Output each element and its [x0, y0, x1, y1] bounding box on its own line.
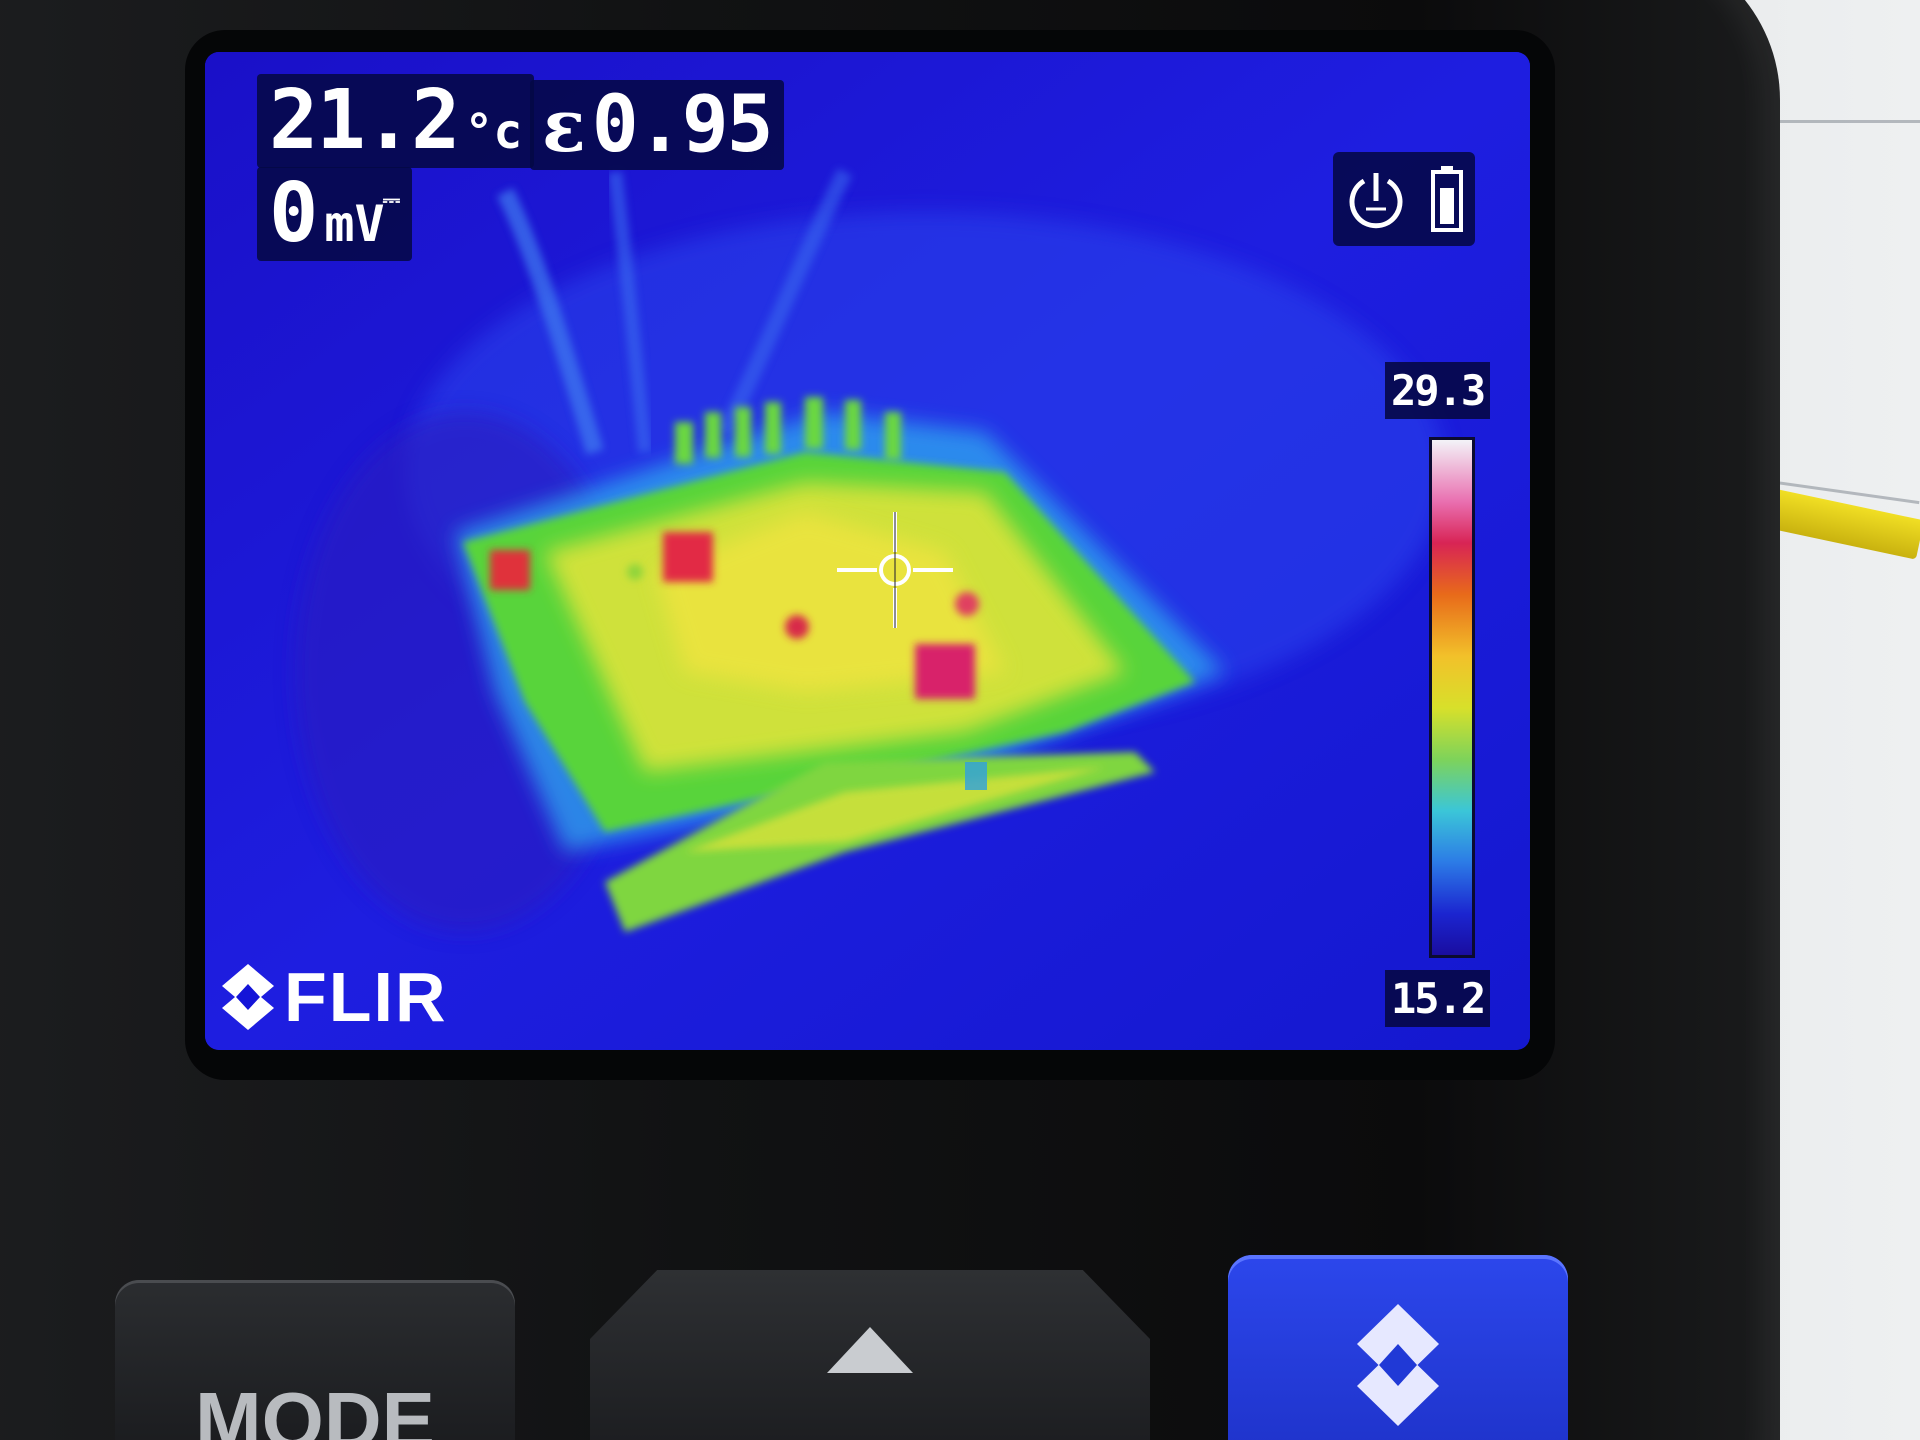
- thermal-display: 21.2 °c ε 0.95 0 mV ⎓: [205, 52, 1530, 1050]
- cool-component: [965, 762, 987, 790]
- hot-spot: [663, 532, 713, 582]
- emissivity-symbol: ε: [542, 83, 586, 168]
- up-arrow-icon: [827, 1327, 913, 1373]
- lower-board-warm: [685, 767, 1105, 852]
- temperature-value: 21.2: [269, 73, 460, 168]
- cable-trace: [496, 187, 604, 455]
- hot-spots: [490, 532, 979, 699]
- thermal-image: [205, 52, 1530, 1050]
- emissivity-value: 0.95: [591, 80, 774, 170]
- voltage-unit: mV: [324, 195, 385, 253]
- status-icons: [1333, 152, 1475, 246]
- lower-board: [605, 752, 1155, 932]
- navigation-button[interactable]: [1228, 1255, 1568, 1440]
- mode-button[interactable]: MODE: [115, 1280, 515, 1440]
- cable-trace: [608, 171, 652, 453]
- hot-spot: [490, 550, 530, 590]
- background-wire: [1760, 120, 1920, 123]
- cable-trace: [717, 168, 853, 436]
- scale-min-label: 15.2: [1385, 970, 1491, 1027]
- component: [627, 564, 643, 580]
- scale-max-label: 29.3: [1385, 362, 1491, 419]
- color-scale-bar: [1429, 437, 1475, 958]
- hot-spot: [955, 592, 979, 616]
- flir-diamond-icon: [1357, 1304, 1439, 1426]
- temperature-unit: °c: [464, 104, 523, 160]
- dc-symbol: ⎓: [382, 188, 401, 213]
- crosshair-icon: [837, 512, 953, 628]
- voltage-readout: 0 mV ⎓: [257, 166, 413, 261]
- temperature-readout: 21.2 °c: [257, 73, 535, 168]
- voltage-unit-group: mV ⎓: [324, 190, 400, 253]
- battery-icon: [1431, 166, 1463, 232]
- mode-button-label: MODE: [195, 1376, 435, 1440]
- voltage-value: 0: [269, 166, 319, 261]
- up-button[interactable]: [590, 1270, 1150, 1440]
- brand-name: FLIR: [284, 958, 448, 1036]
- board-connectors: [675, 397, 901, 464]
- emissivity-readout: ε 0.95: [530, 80, 784, 170]
- hot-spot: [915, 644, 975, 699]
- flir-logo: FLIR: [220, 957, 448, 1037]
- flir-diamond-icon: [222, 964, 274, 1030]
- hot-spot: [785, 615, 809, 639]
- power-icon: [1349, 173, 1403, 229]
